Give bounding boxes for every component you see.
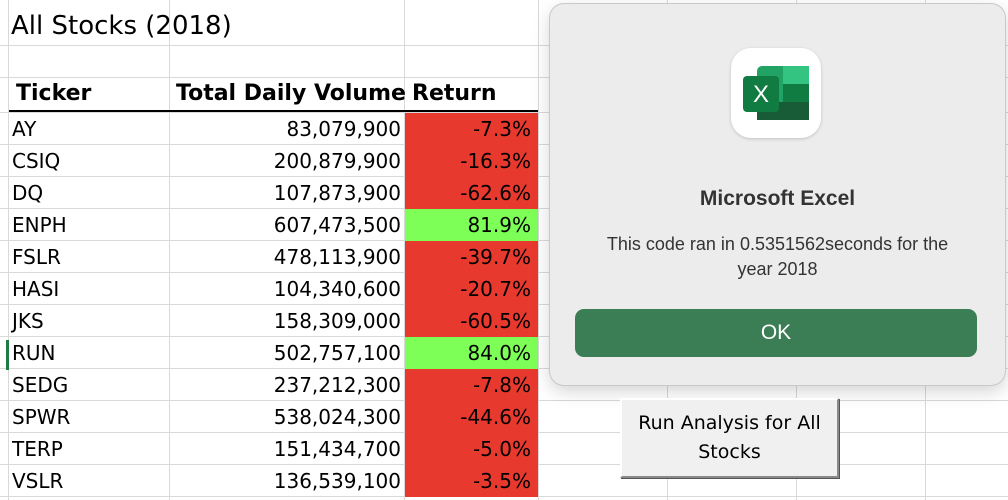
cell-total-daily-volume[interactable]: 607,473,500 [273, 213, 401, 237]
header-total-daily-volume[interactable]: Total Daily Volume [176, 81, 406, 106]
cell-ticker[interactable]: CSIQ [12, 149, 61, 173]
excel-app-icon: X [731, 48, 821, 138]
cell-return[interactable]: -20.7% [405, 273, 538, 305]
cell-total-daily-volume[interactable]: 107,873,900 [273, 181, 401, 205]
cell-ticker[interactable]: RUN [12, 341, 56, 365]
ok-button[interactable]: OK [575, 309, 977, 357]
cell-ticker[interactable]: ENPH [12, 213, 67, 237]
header-bottom-border [9, 110, 538, 112]
dialog-title: Microsoft Excel [699, 187, 856, 210]
cell-total-daily-volume[interactable]: 478,113,900 [273, 245, 401, 269]
cell-ticker[interactable]: JKS [12, 309, 44, 333]
alert-dialog: X Microsoft Excel This code ran in 0.535… [550, 4, 1005, 385]
cell-ticker[interactable]: SPWR [12, 405, 71, 429]
run-analysis-button-label: Run Analysis for All Stocks [638, 412, 821, 463]
cell-total-daily-volume[interactable]: 104,340,600 [273, 277, 401, 301]
cell-return[interactable]: -7.8% [405, 369, 538, 401]
cell-total-daily-volume[interactable]: 151,434,700 [273, 437, 401, 461]
cell-return[interactable]: -7.3% [405, 113, 538, 145]
cell-ticker[interactable]: HASI [12, 277, 60, 301]
cell-return[interactable]: -5.0% [405, 433, 538, 465]
cell-ticker[interactable]: AY [12, 117, 37, 141]
cell-return[interactable]: -60.5% [405, 305, 538, 337]
cell-total-daily-volume[interactable]: 502,757,100 [273, 341, 401, 365]
cell-total-daily-volume[interactable]: 136,539,100 [273, 469, 401, 493]
dialog-message: This code ran in 0.5351562seconds for th… [606, 234, 949, 279]
cell-ticker[interactable]: FSLR [12, 245, 61, 269]
cell-return[interactable]: 84.0% [405, 337, 538, 369]
cell-ticker[interactable]: SEDG [12, 373, 69, 397]
cell-total-daily-volume[interactable]: 158,309,000 [273, 309, 401, 333]
cell-return[interactable]: -44.6% [405, 401, 538, 433]
cell-total-daily-volume[interactable]: 200,879,900 [273, 149, 401, 173]
excel-icon-letter: X [753, 81, 769, 108]
cell-total-daily-volume[interactable]: 538,024,300 [273, 405, 401, 429]
header-ticker[interactable]: Ticker [16, 81, 92, 106]
cell-total-daily-volume[interactable]: 83,079,900 [286, 117, 401, 141]
cell-return[interactable]: -3.5% [405, 465, 538, 497]
cell-return[interactable]: 81.9% [405, 209, 538, 241]
sheet-title[interactable]: All Stocks (2018) [11, 11, 232, 41]
cell-ticker[interactable]: DQ [12, 181, 44, 205]
cell-return[interactable]: -39.7% [405, 241, 538, 273]
cell-ticker[interactable]: TERP [12, 437, 63, 461]
cell-ticker[interactable]: VSLR [12, 469, 64, 493]
cell-return[interactable]: -62.6% [405, 177, 538, 209]
run-analysis-button[interactable]: Run Analysis for All Stocks [620, 398, 839, 478]
active-row-indicator [6, 340, 9, 370]
cell-total-daily-volume[interactable]: 237,212,300 [273, 373, 401, 397]
cell-return[interactable]: -16.3% [405, 145, 538, 177]
header-return[interactable]: Return [412, 81, 497, 106]
